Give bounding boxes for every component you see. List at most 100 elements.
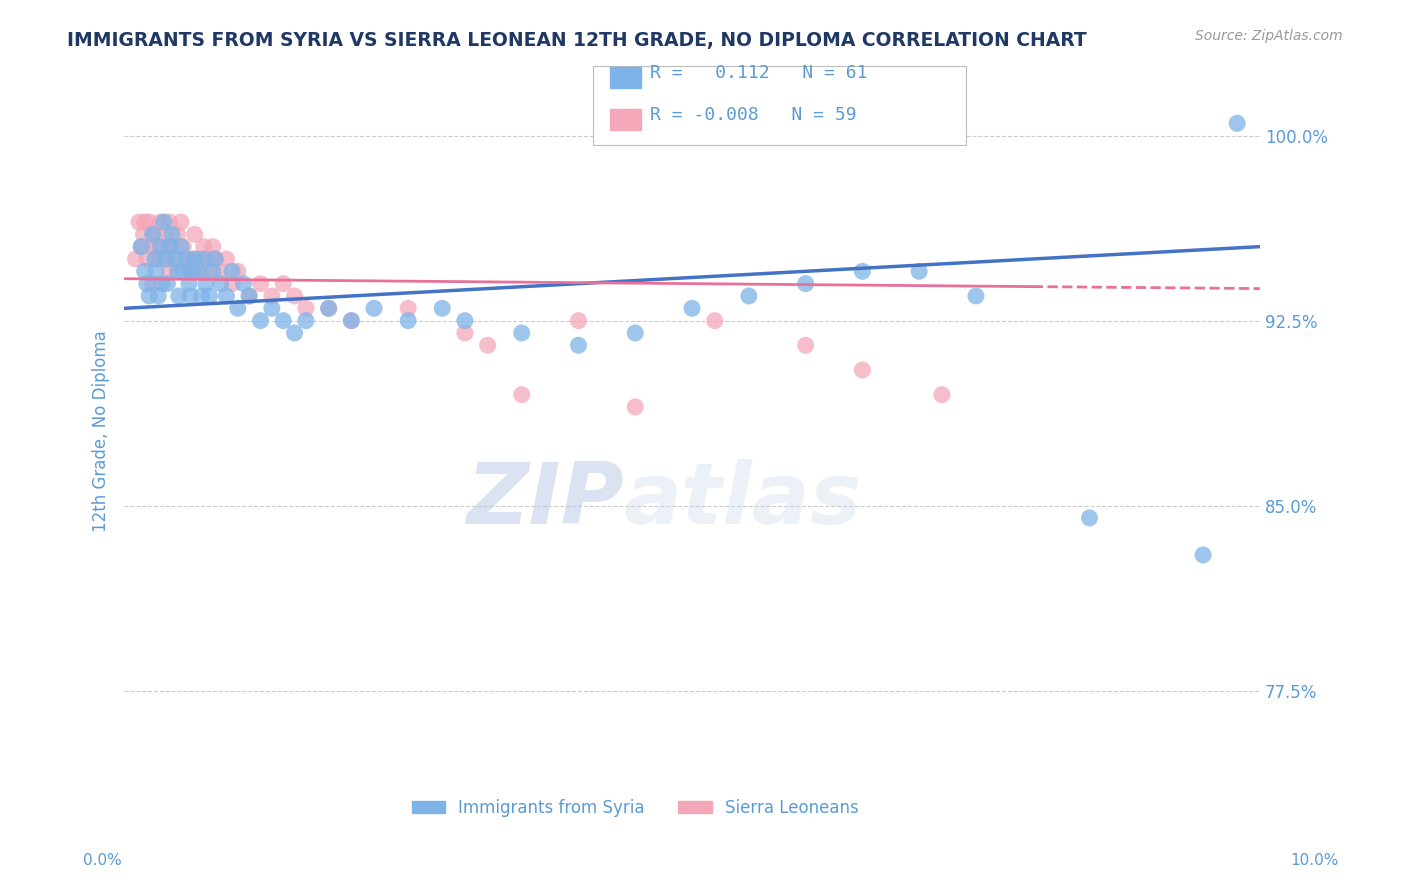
Point bbox=[204, 252, 226, 266]
Point bbox=[142, 240, 165, 254]
Point bbox=[396, 301, 419, 316]
Point bbox=[181, 252, 204, 266]
Point bbox=[318, 301, 340, 316]
Point bbox=[165, 252, 187, 266]
Point bbox=[221, 277, 243, 291]
Point bbox=[177, 277, 200, 291]
Point bbox=[318, 301, 340, 316]
Point bbox=[155, 252, 177, 266]
Text: IMMIGRANTS FROM SYRIA VS SIERRA LEONEAN 12TH GRADE, NO DIPLOMA CORRELATION CHART: IMMIGRANTS FROM SYRIA VS SIERRA LEONEAN … bbox=[67, 31, 1087, 50]
Point bbox=[221, 264, 243, 278]
Point bbox=[156, 252, 179, 266]
Text: R =   0.112   N = 61: R = 0.112 N = 61 bbox=[650, 64, 868, 82]
Point bbox=[794, 338, 817, 352]
Point bbox=[183, 227, 205, 242]
Point bbox=[215, 252, 238, 266]
Point bbox=[153, 227, 176, 242]
Point bbox=[238, 289, 260, 303]
Point bbox=[193, 240, 215, 254]
Point bbox=[284, 326, 307, 340]
Point bbox=[138, 215, 160, 229]
Point bbox=[794, 277, 817, 291]
Point bbox=[166, 227, 188, 242]
Point bbox=[226, 264, 249, 278]
Point bbox=[190, 264, 212, 278]
Point bbox=[209, 277, 232, 291]
Point bbox=[156, 277, 179, 291]
Text: 0.0%: 0.0% bbox=[83, 854, 122, 868]
Point bbox=[170, 215, 193, 229]
Point bbox=[851, 363, 873, 377]
Text: Source: ZipAtlas.com: Source: ZipAtlas.com bbox=[1195, 29, 1343, 43]
Point bbox=[145, 264, 167, 278]
Point bbox=[159, 264, 181, 278]
Point bbox=[454, 326, 477, 340]
Point bbox=[738, 289, 761, 303]
Point bbox=[142, 277, 165, 291]
Point bbox=[183, 252, 205, 266]
Point bbox=[153, 215, 176, 229]
Point bbox=[931, 387, 953, 401]
Point bbox=[150, 252, 173, 266]
Point bbox=[851, 264, 873, 278]
Point bbox=[454, 313, 477, 327]
Point bbox=[134, 264, 156, 278]
Point bbox=[129, 240, 152, 254]
Point bbox=[167, 289, 190, 303]
Point bbox=[567, 338, 589, 352]
Point bbox=[249, 277, 271, 291]
Point bbox=[1226, 116, 1249, 130]
Point bbox=[148, 289, 170, 303]
Point bbox=[271, 277, 294, 291]
Point bbox=[124, 252, 146, 266]
Text: ZIP: ZIP bbox=[467, 459, 624, 542]
Point bbox=[160, 227, 183, 242]
Point bbox=[260, 289, 283, 303]
Text: 10.0%: 10.0% bbox=[1291, 854, 1339, 868]
Point bbox=[159, 215, 181, 229]
Point bbox=[209, 264, 232, 278]
Point bbox=[176, 252, 198, 266]
Point bbox=[295, 301, 318, 316]
Point bbox=[195, 277, 218, 291]
Point bbox=[965, 289, 987, 303]
Point bbox=[190, 289, 212, 303]
Point bbox=[150, 277, 173, 291]
Point bbox=[432, 301, 454, 316]
Point bbox=[187, 252, 209, 266]
Point bbox=[179, 289, 201, 303]
Point bbox=[204, 252, 226, 266]
Point bbox=[1192, 548, 1215, 562]
Point bbox=[181, 264, 204, 278]
Point bbox=[170, 240, 193, 254]
Point bbox=[204, 252, 226, 266]
Point bbox=[181, 264, 204, 278]
Point bbox=[134, 215, 156, 229]
Point bbox=[510, 326, 533, 340]
Point bbox=[148, 252, 170, 266]
Point bbox=[145, 240, 167, 254]
Point bbox=[232, 277, 254, 291]
Point bbox=[510, 387, 533, 401]
Point bbox=[129, 240, 152, 254]
Point bbox=[703, 313, 725, 327]
Point bbox=[624, 400, 647, 414]
Y-axis label: 12th Grade, No Diploma: 12th Grade, No Diploma bbox=[93, 331, 110, 533]
Point bbox=[149, 240, 172, 254]
Point bbox=[166, 264, 188, 278]
Point bbox=[681, 301, 703, 316]
Point bbox=[340, 313, 363, 327]
Point bbox=[138, 289, 160, 303]
Point bbox=[198, 264, 221, 278]
Point bbox=[176, 252, 198, 266]
Point bbox=[132, 227, 155, 242]
Point bbox=[249, 313, 271, 327]
Point bbox=[260, 301, 283, 316]
Point bbox=[143, 252, 166, 266]
Point bbox=[195, 252, 218, 266]
Point bbox=[624, 326, 647, 340]
Point bbox=[271, 313, 294, 327]
Point bbox=[477, 338, 499, 352]
Point bbox=[396, 313, 419, 327]
Point bbox=[142, 227, 165, 242]
